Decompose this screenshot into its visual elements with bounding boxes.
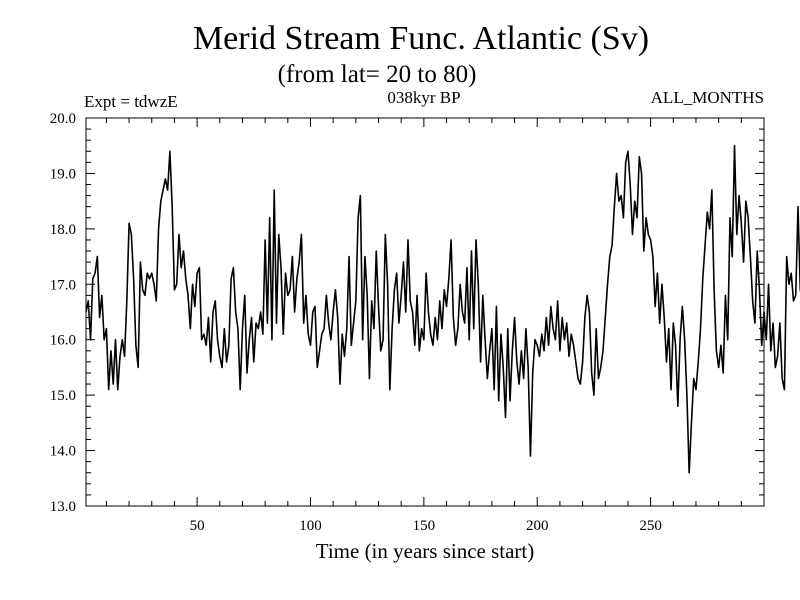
- x-axis-label: Time (in years since start): [316, 539, 535, 563]
- plot-area-frame: [85, 117, 765, 507]
- y-tick-label: 15.0: [50, 388, 76, 404]
- y-tick-label: 19.0: [50, 166, 76, 182]
- y-tick-label: 18.0: [50, 222, 76, 238]
- x-tick-label: 200: [526, 518, 549, 534]
- chart-title: Merid Stream Func. Atlantic (Sv): [193, 20, 649, 57]
- chart-subtitle: (from lat= 20 to 80): [278, 61, 477, 88]
- x-tick-label: 100: [299, 518, 322, 534]
- series-layer: [85, 144, 800, 474]
- period-label: 038kyr BP: [387, 88, 460, 107]
- x-tick-label: 150: [413, 518, 436, 534]
- x-tick-label: 50: [190, 518, 205, 534]
- axis-tick-labels: 50 100 150 200 250 13.0 14.0 15.0 16.0 17.0 18.0 19…: [50, 111, 662, 534]
- series-line-0: [85, 144, 800, 474]
- experiment-label: Expt = tdwzE: [84, 92, 178, 111]
- y-tick-label: 20.0: [50, 111, 76, 127]
- x-tick-label: 250: [639, 518, 662, 534]
- months-label: ALL_MONTHS: [651, 88, 764, 107]
- y-tick-label: 14.0: [50, 444, 76, 460]
- y-tick-label: 16.0: [50, 333, 76, 349]
- y-tick-label: 13.0: [50, 499, 76, 515]
- axis-ticks: [86, 118, 764, 506]
- y-tick-label: 17.0: [50, 277, 76, 293]
